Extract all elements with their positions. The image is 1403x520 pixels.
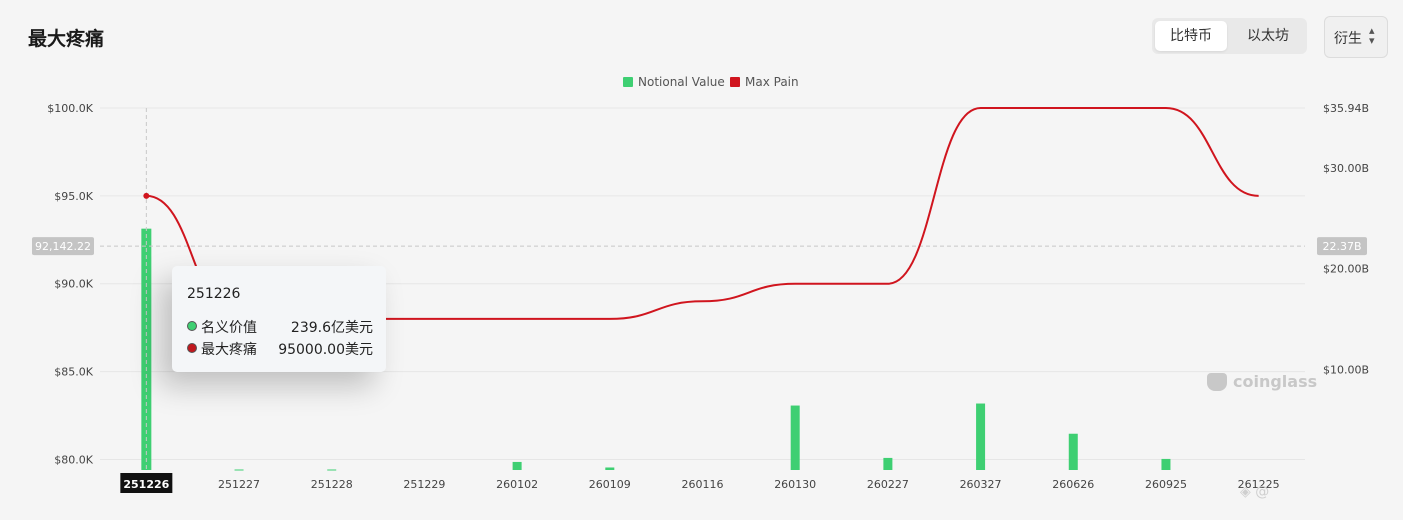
- left-axis-tick: $80.0K: [54, 453, 93, 466]
- tooltip-row-notional: 名义价值 239.6亿美元: [187, 317, 373, 336]
- x-axis-tick: 260116: [682, 478, 724, 491]
- crosshair-left-label: 92,142.22: [35, 240, 91, 253]
- derivative-type-label: 衍生: [1334, 31, 1362, 47]
- notional-value-bar: [1161, 458, 1171, 470]
- chart-tooltip: 251226 名义价值 239.6亿美元 最大疼痛 95000.00美元: [172, 266, 386, 372]
- diamond-logo-icon: ◈: [1240, 484, 1251, 500]
- corner-overlay-icons: ◈ @: [1240, 484, 1269, 500]
- derivative-type-select[interactable]: 衍生 ▴ ▾: [1324, 16, 1388, 58]
- x-axis-tick: 260327: [960, 478, 1002, 491]
- chevron-updown-icon: ▴ ▾: [1369, 24, 1375, 47]
- right-axis-tick: $10.00B: [1323, 363, 1369, 376]
- coinglass-watermark: coinglass: [1207, 372, 1317, 391]
- notional-value-bar: [512, 461, 522, 470]
- x-axis-tick: 260102: [496, 478, 538, 491]
- notional-value-bar: [605, 467, 615, 470]
- x-axis-tick: 261225: [1238, 478, 1280, 491]
- legend-item-notional-value[interactable]: Notional Value: [623, 75, 725, 89]
- notional-value-bar: [790, 405, 800, 470]
- notional-value-bar: [327, 469, 337, 471]
- x-tick-highlight: [120, 473, 173, 493]
- legend-swatch-notional: [623, 77, 633, 87]
- x-axis-tick: 260109: [589, 478, 631, 491]
- coin-option-eth[interactable]: 以太坊: [1247, 28, 1289, 44]
- tooltip-dot-notional: [187, 321, 197, 331]
- crosshair-left-label-box: [32, 237, 94, 256]
- tooltip-label-notional: 名义价值: [201, 320, 257, 336]
- tooltip-value-max-pain: 95000.00美元: [278, 342, 373, 358]
- tooltip-title: 251226: [187, 286, 241, 302]
- x-axis-tick: 260925: [1145, 478, 1187, 491]
- coinglass-logo-icon: [1207, 372, 1227, 391]
- tooltip-value-notional: 239.6亿美元: [290, 320, 373, 336]
- legend-label-notional: Notional Value: [638, 75, 725, 89]
- crosshair-right-label-box: [1317, 237, 1367, 256]
- page-title: 最大疼痛: [28, 28, 105, 50]
- x-axis-tick: 251227: [218, 478, 260, 491]
- at-icon: @: [1255, 484, 1270, 500]
- coin-toggle: 比特币 以太坊: [1152, 18, 1307, 54]
- left-axis-tick: $85.0K: [54, 366, 93, 379]
- x-axis-tick: 251228: [311, 478, 353, 491]
- x-axis-tick: 260626: [1052, 478, 1094, 491]
- notional-value-bar: [976, 403, 986, 470]
- x-axis-tick: 251229: [403, 478, 445, 491]
- chart-legend: Notional Value Max Pain: [0, 75, 1403, 89]
- tooltip-row-max-pain: 最大疼痛 95000.00美元: [187, 339, 373, 358]
- tooltip-label-max-pain: 最大疼痛: [201, 342, 257, 358]
- notional-value-bar: [234, 469, 244, 471]
- x-axis-tick: 260130: [774, 478, 816, 491]
- right-axis-tick: $30.00B: [1323, 162, 1369, 175]
- left-axis-tick: $100.0K: [47, 102, 93, 115]
- tooltip-dot-max-pain: [187, 343, 197, 353]
- crosshair-right-label: 22.37B: [1322, 240, 1361, 253]
- notional-value-bar: [883, 457, 893, 470]
- x-axis-tick: 260227: [867, 478, 909, 491]
- x-axis-tick: 251226: [123, 478, 169, 491]
- left-axis-tick: $95.0K: [54, 190, 93, 203]
- right-axis-tick: $20.00B: [1323, 263, 1369, 276]
- watermark-text: coinglass: [1233, 372, 1318, 391]
- left-axis-tick: $90.0K: [54, 278, 93, 291]
- legend-item-max-pain[interactable]: Max Pain: [730, 75, 799, 89]
- coin-option-btc[interactable]: 比特币: [1155, 21, 1227, 51]
- legend-swatch-max-pain: [730, 77, 740, 87]
- notional-value-bar: [1068, 433, 1078, 470]
- right-axis-tick: $35.94B: [1323, 102, 1369, 115]
- legend-label-max-pain: Max Pain: [745, 75, 799, 89]
- max-pain-point-active: [143, 192, 150, 199]
